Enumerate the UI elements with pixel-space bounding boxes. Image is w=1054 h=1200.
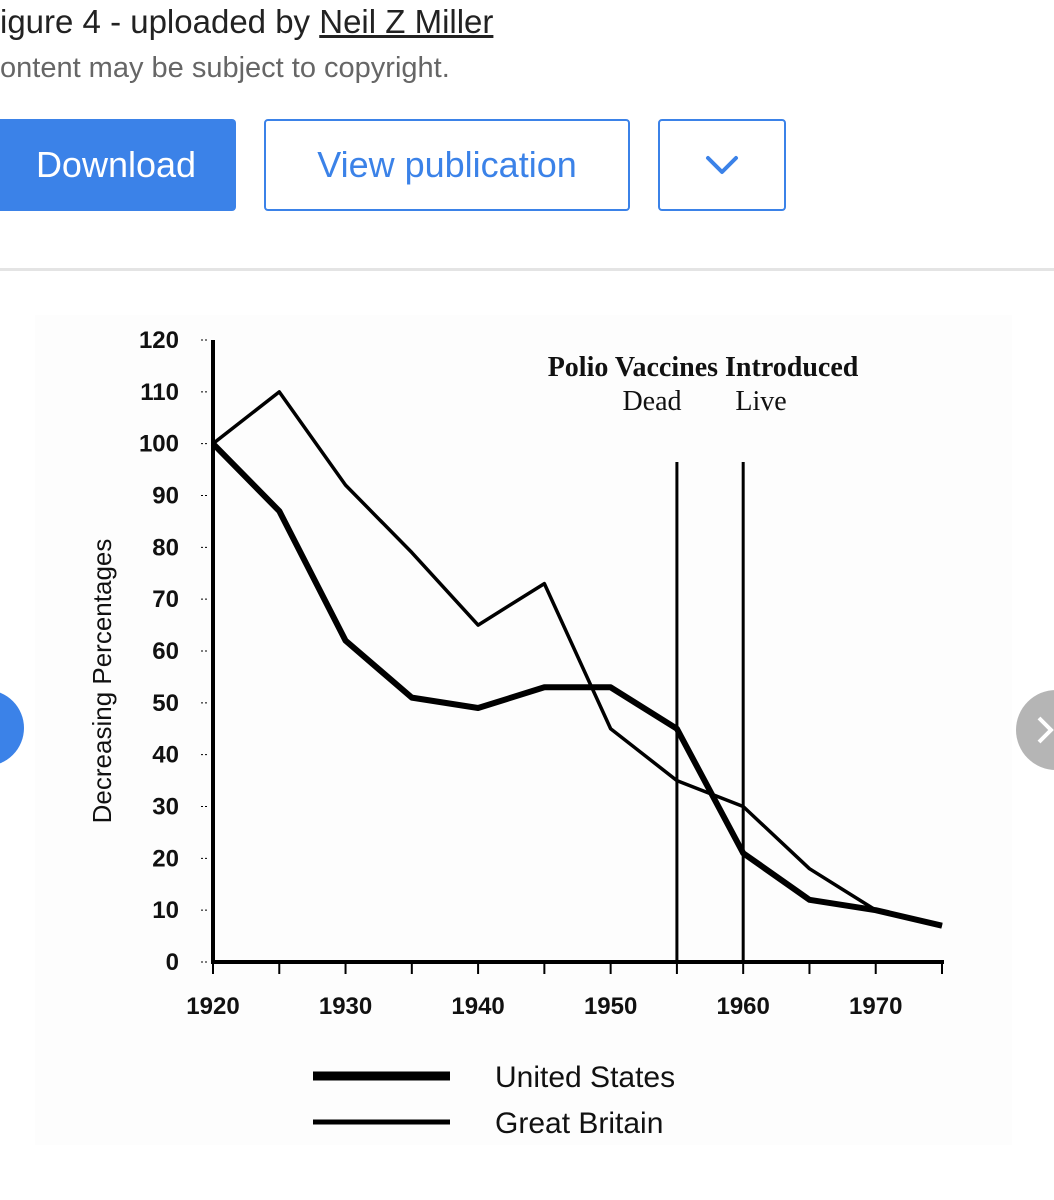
legend-label: Great Britain xyxy=(495,1107,663,1140)
section-divider xyxy=(0,268,1054,271)
y-tick-label: 90 xyxy=(152,483,179,510)
y-tick-label: 0 xyxy=(166,949,179,976)
next-figure-button[interactable] xyxy=(1016,690,1054,770)
y-tick-label: 20 xyxy=(152,845,179,872)
view-publication-button[interactable]: View publication xyxy=(264,119,630,211)
y-tick-label: 70 xyxy=(152,586,179,613)
x-tick-label: 1920 xyxy=(186,993,239,1020)
y-tick-label: 100 xyxy=(139,431,179,458)
x-tick-label: 1960 xyxy=(716,993,769,1020)
y-tick-label: 120 xyxy=(139,327,179,354)
y-tick-label: 110 xyxy=(140,379,179,406)
y-tick-label: 30 xyxy=(152,794,179,821)
x-tick-label: 1930 xyxy=(319,993,372,1020)
chart-title: Polio Vaccines Introduced xyxy=(548,352,859,383)
y-tick-label: 80 xyxy=(152,534,179,561)
chevron-right-icon xyxy=(1037,716,1054,744)
x-tick-label: 1970 xyxy=(849,993,902,1020)
annotation-dead: Dead xyxy=(622,386,681,417)
figure-caption: igure 4 - uploaded by Neil Z Miller xyxy=(0,2,493,42)
figure-image: 0 10 20 30 40 50 60 70 80 90 100 110 120 1920 1930 1940… xyxy=(35,315,1012,1145)
chevron-down-icon xyxy=(706,156,738,174)
y-tick-label: 40 xyxy=(152,742,179,769)
annotation-live: Live xyxy=(735,386,786,417)
download-button[interactable]: Download xyxy=(0,119,236,211)
y-tick-label: 10 xyxy=(152,897,179,924)
series-great-britain xyxy=(211,390,943,928)
y-axis-label: Decreasing Percentages xyxy=(87,539,117,824)
author-link[interactable]: Neil Z Miller xyxy=(319,3,494,40)
cropped-body-text xyxy=(0,1182,1054,1200)
series-united-states xyxy=(210,441,943,929)
x-tick-label: 1950 xyxy=(584,993,637,1020)
y-tick-label: 50 xyxy=(152,690,179,717)
y-tick-label: 60 xyxy=(152,638,179,665)
more-options-button[interactable] xyxy=(658,119,786,211)
caption-prefix: igure 4 - uploaded by xyxy=(0,3,320,40)
copyright-notice: ontent may be subject to copyright. xyxy=(0,52,450,84)
previous-figure-button[interactable] xyxy=(0,690,24,766)
x-tick-label: 1940 xyxy=(451,993,504,1020)
legend-label: United States xyxy=(495,1061,675,1094)
polio-chart: 0 10 20 30 40 50 60 70 80 90 100 110 120 1920 1930 1940… xyxy=(87,327,944,1140)
